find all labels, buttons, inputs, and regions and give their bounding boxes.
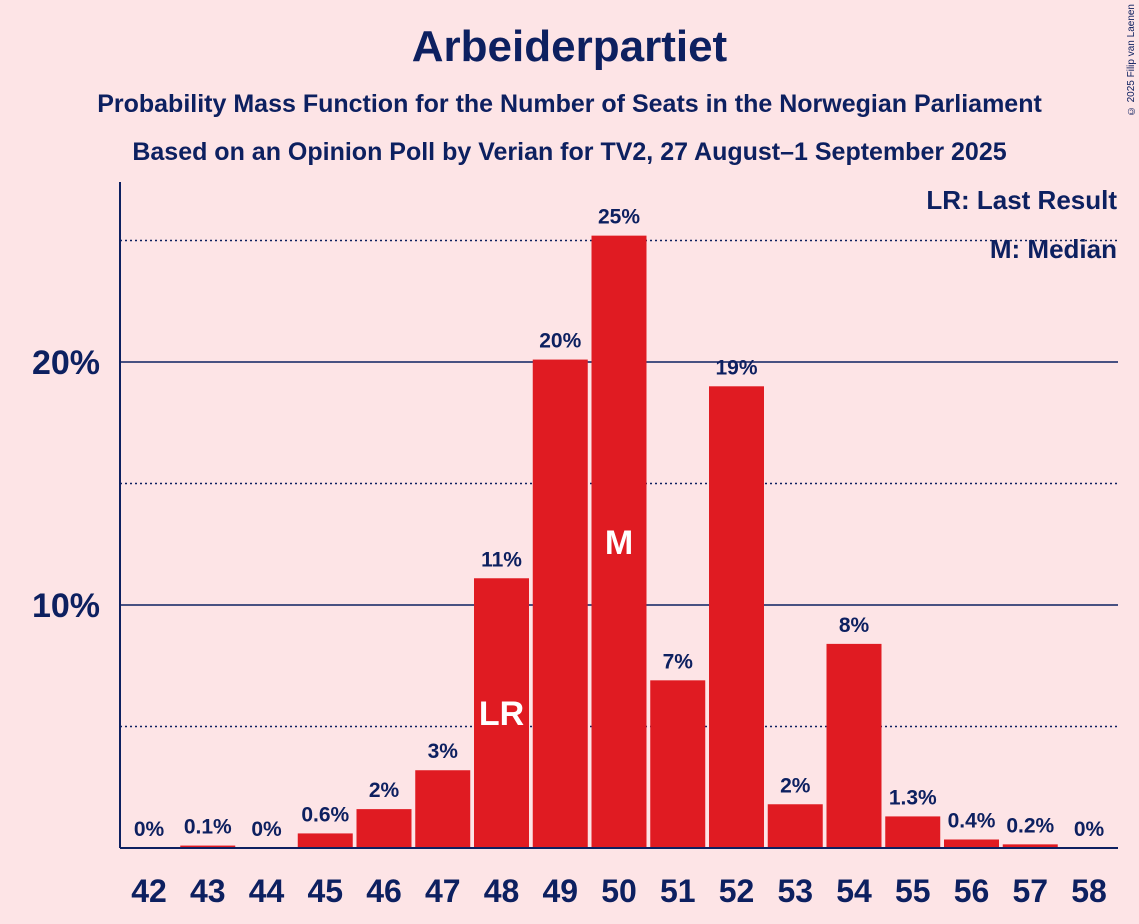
bar-value-label-54: 8%	[839, 614, 870, 637]
bar-value-label-56: 0.4%	[948, 809, 996, 832]
bar-value-label-47: 3%	[428, 740, 459, 763]
x-tick-label-51: 51	[660, 873, 696, 909]
bar-value-label-52: 19%	[715, 356, 757, 379]
bars: 0% 0.1% 0% 0.6% 2% 3% 11% LR 20% 25% M 7% 19% 2% 8% 1.3…	[134, 206, 1105, 848]
bar-value-label-45: 0.6%	[301, 803, 349, 826]
x-tick-label-53: 53	[777, 873, 813, 909]
x-tick-label-54: 54	[836, 873, 872, 909]
bar-56	[944, 839, 999, 848]
x-tick-label-44: 44	[249, 873, 285, 909]
bar-value-label-46: 2%	[369, 779, 400, 802]
x-tick-label-42: 42	[131, 873, 167, 909]
axes: 10% 20% 42 43 44 45 46 47 48 49 50 51 52 53 54 55 56 57 58	[32, 182, 1118, 909]
bar-51	[650, 680, 706, 848]
bar-52	[709, 386, 764, 848]
bar-value-label-49: 20%	[539, 330, 581, 353]
chart-subtitle-1: Probability Mass Function for the Number…	[97, 90, 1042, 118]
last-result-marker: LR	[479, 695, 524, 733]
bar-45	[297, 833, 353, 848]
x-tick-label-50: 50	[601, 873, 637, 909]
bar-57	[1002, 844, 1058, 848]
x-tick-label-45: 45	[307, 873, 343, 909]
x-tick-label-48: 48	[484, 873, 520, 909]
x-tick-label-56: 56	[954, 873, 990, 909]
bar-value-label-58: 0%	[1074, 818, 1105, 841]
legend-median: M: Median	[990, 234, 1117, 264]
bar-46	[356, 809, 412, 848]
bar-47	[415, 770, 471, 848]
bar-value-label-50: 25%	[598, 206, 640, 229]
x-tick-label-52: 52	[719, 873, 755, 909]
bar-53	[767, 804, 823, 848]
bar-50	[591, 235, 647, 848]
bar-value-label-42: 0%	[134, 818, 165, 841]
x-tick-label-49: 49	[542, 873, 578, 909]
bar-value-label-44: 0%	[251, 818, 282, 841]
bar-value-label-55: 1.3%	[889, 786, 937, 809]
x-tick-label-57: 57	[1012, 873, 1048, 909]
x-tick-label-46: 46	[366, 873, 402, 909]
bar-43	[180, 845, 236, 848]
x-tick-label-43: 43	[190, 873, 226, 909]
bar-55	[885, 816, 941, 848]
bar-value-label-48: 11%	[481, 548, 522, 571]
y-tick-label-20: 20%	[32, 344, 100, 382]
bar-54	[826, 643, 882, 848]
x-tick-label-58: 58	[1071, 873, 1107, 909]
x-tick-label-47: 47	[425, 873, 461, 909]
chart-title: Arbeiderpartiet	[411, 22, 728, 71]
x-tick-label-55: 55	[895, 873, 931, 909]
bar-value-label-51: 7%	[663, 650, 694, 673]
y-tick-label-10: 10%	[32, 587, 100, 625]
bar-value-label-57: 0.2%	[1006, 814, 1054, 837]
median-marker: M	[605, 524, 633, 562]
legend-last-result: LR: Last Result	[926, 185, 1117, 215]
chart-subtitle-2: Based on an Opinion Poll by Verian for T…	[132, 138, 1007, 166]
bar-49	[532, 359, 588, 848]
bar-value-label-43: 0.1%	[184, 816, 232, 839]
bar-value-label-53: 2%	[780, 774, 811, 797]
bar-48	[474, 578, 529, 848]
